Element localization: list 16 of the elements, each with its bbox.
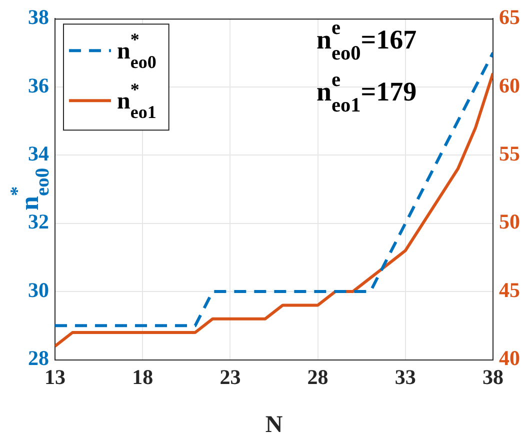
y-tick-label: 32 [28,210,49,234]
y-tick-label: 34 [28,142,50,166]
y2-tick-label: 50 [499,210,520,234]
y-tick-label: 30 [28,278,49,302]
y-tick-label: 36 [28,73,49,98]
x-tick-label: 33 [394,364,416,389]
y2-tick-label: 60 [499,73,520,98]
x-tick-label: 18 [132,364,154,389]
x-axis-title: N [265,412,284,437]
y2-tick-label: 65 [499,5,520,30]
y-tick-label: 38 [28,5,49,30]
y2-tick-label: 45 [499,278,520,302]
y2-tick-label: 55 [499,142,520,166]
x-tick-label: 23 [220,364,241,389]
x-tick-label: 28 [307,364,328,389]
y-axis-title: n*eo0 [8,168,54,211]
